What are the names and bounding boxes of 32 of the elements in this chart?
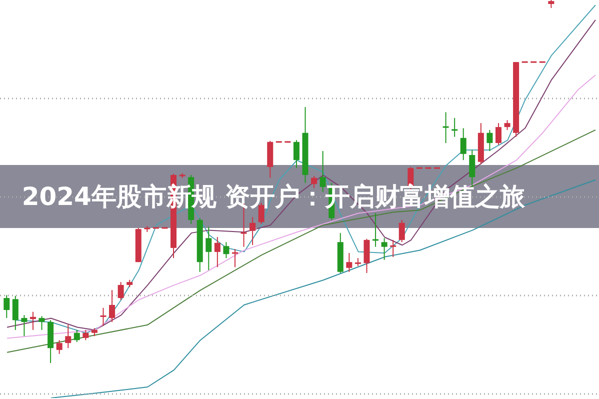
candlestick	[460, 128, 466, 161]
candlestick	[250, 216, 256, 246]
candlestick	[311, 176, 318, 189]
candlestick	[223, 242, 230, 259]
candlestick	[398, 219, 405, 243]
candlestick	[118, 282, 124, 300]
candlestick	[390, 239, 396, 258]
candlestick	[12, 295, 18, 330]
candlestick	[442, 112, 449, 144]
candlestick	[293, 140, 300, 169]
candlestick	[372, 212, 379, 248]
candlestick	[214, 236, 220, 268]
candlestick	[495, 122, 502, 146]
candlestick	[82, 329, 89, 341]
candlestick	[320, 150, 326, 193]
candlestick	[232, 248, 238, 268]
candlestick	[56, 340, 62, 354]
candlestick	[109, 290, 116, 322]
candlestick	[74, 329, 80, 342]
candlestick	[346, 252, 352, 272]
candlestick	[381, 238, 388, 260]
candlestick	[364, 238, 370, 274]
candlestick	[38, 316, 45, 330]
candlestick	[452, 117, 458, 138]
candlestick	[65, 324, 72, 349]
candlestick	[206, 226, 212, 271]
candlestick	[504, 120, 510, 130]
candlestick	[30, 311, 36, 330]
candlestick	[21, 314, 28, 337]
candlestick	[100, 307, 106, 326]
candlestick	[4, 294, 10, 318]
candlestick	[486, 129, 493, 152]
